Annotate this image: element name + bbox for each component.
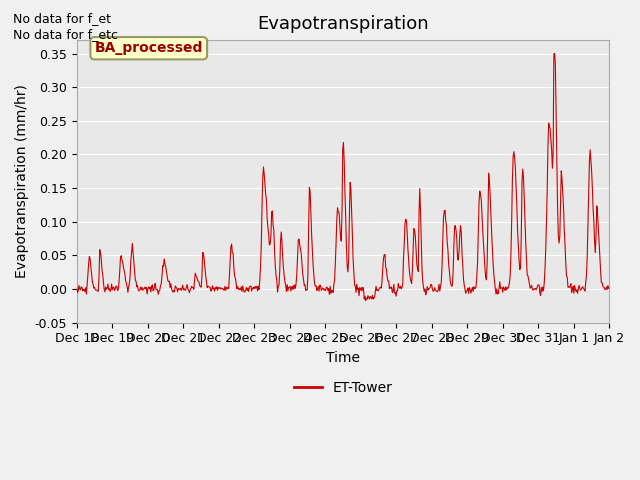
Title: Evapotranspiration: Evapotranspiration — [257, 15, 429, 33]
Y-axis label: Evapotranspiration (mm/hr): Evapotranspiration (mm/hr) — [15, 84, 29, 278]
Legend: ET-Tower: ET-Tower — [288, 375, 398, 400]
X-axis label: Time: Time — [326, 351, 360, 365]
Text: No data for f_etc: No data for f_etc — [13, 28, 118, 41]
Text: No data for f_et: No data for f_et — [13, 12, 111, 24]
Text: BA_processed: BA_processed — [95, 41, 203, 55]
